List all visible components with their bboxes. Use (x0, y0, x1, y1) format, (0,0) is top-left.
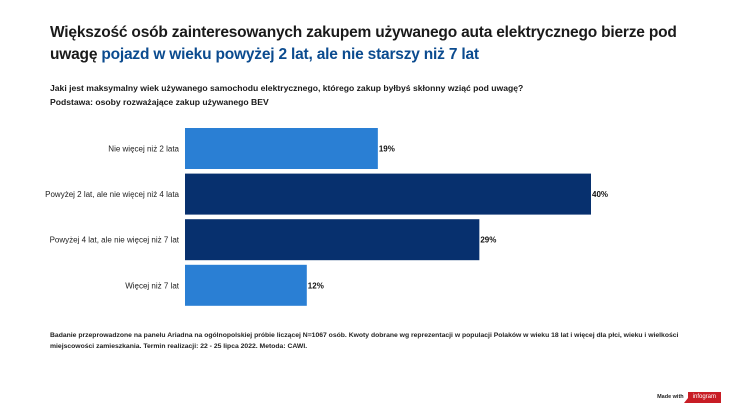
value-label-1: 19% (379, 145, 395, 154)
category-label-2: Powyżej 2 lat, ale nie więcej niż 4 lata (45, 190, 179, 199)
footnote: Badanie przeprowadzone na panelu Ariadna… (50, 332, 679, 350)
bar-2[interactable] (185, 173, 591, 215)
bar-3[interactable] (185, 219, 480, 261)
survey-question: Jaki jest maksymalny wiek używanego samo… (50, 83, 524, 93)
chart-title: Większość osób zainteresowanych zakupem … (50, 22, 710, 66)
value-label-2: 40% (592, 190, 608, 199)
made-with-text: Made with (657, 394, 684, 400)
category-label-4: Więcej niż 7 lat (125, 281, 180, 290)
chart-title-highlight: pojazd w wieku powyżej 2 lat, ale nie st… (101, 46, 479, 63)
category-label-1: Nie więcej niż 2 lata (108, 145, 179, 154)
value-label-3: 29% (480, 236, 496, 245)
chart-title-main: Większość osób zainteresowanych zakupem … (50, 24, 677, 63)
infogram-logo: infogram (683, 391, 721, 403)
bar-4[interactable] (185, 264, 307, 306)
infogram-badge[interactable]: Made with infogram (657, 391, 721, 403)
survey-base: Podstawa: osoby rozważające zakup używan… (50, 97, 269, 107)
value-label-4: 12% (308, 281, 324, 290)
bar-1[interactable] (185, 128, 378, 169)
bar-chart: Nie więcej niż 2 lata 19% Powyżej 2 lat, a… (45, 128, 608, 306)
chart-subtitle: Jaki jest maksymalny wiek używanego samo… (50, 81, 710, 109)
category-label-3: Powyżej 4 lat, ale nie więcej niż 7 lat (50, 236, 180, 245)
